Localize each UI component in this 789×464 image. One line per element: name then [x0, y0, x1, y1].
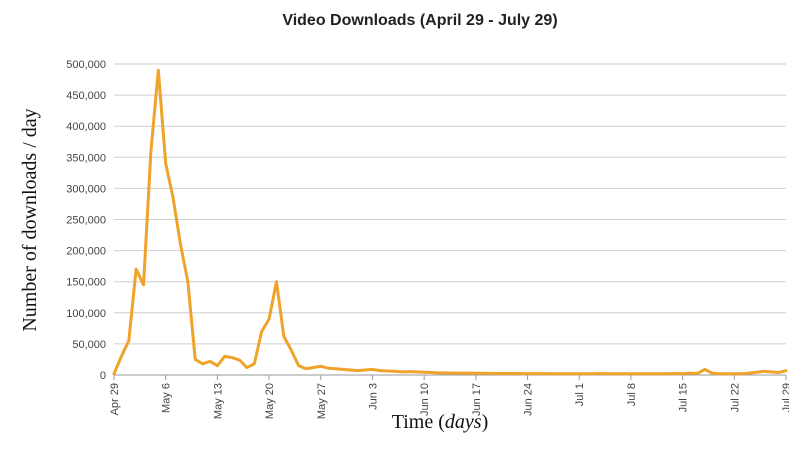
y-tick-label: 450,000 — [66, 90, 106, 102]
x-axis-label-unit: days — [445, 411, 482, 433]
x-tick-label: May 13 — [212, 383, 224, 419]
x-tick-label: Jul 22 — [729, 383, 741, 412]
chart-title: Video Downloads (April 29 - July 29) — [282, 12, 557, 29]
x-tick-label: Jul 29 — [781, 383, 789, 412]
y-tick-label: 350,000 — [66, 152, 106, 164]
y-axis-label: Number of downloads / day — [19, 108, 41, 331]
x-tick-label: Jun 3 — [367, 383, 379, 410]
series-line — [112, 68, 788, 376]
x-axis-ticks: Apr 29 May 6 May 13 May 20 May 27 Jun 3 Jun 10… — [109, 375, 789, 419]
x-tick-label: Jun 24 — [523, 383, 535, 416]
y-tick-label: 500,000 — [66, 59, 106, 71]
x-axis-label-main: Time ( — [392, 411, 446, 433]
gridlines — [114, 63, 786, 376]
x-tick-label: Jul 15 — [678, 383, 690, 412]
y-tick-label: 150,000 — [66, 277, 106, 289]
x-tick-label: Jul 1 — [574, 383, 586, 406]
y-tick-label: 250,000 — [66, 215, 106, 227]
x-tick-label: Jun 17 — [471, 383, 483, 416]
x-tick-label: May 20 — [264, 383, 276, 419]
y-tick-label: 50,000 — [72, 339, 106, 351]
x-tick-label: Apr 29 — [109, 383, 121, 415]
x-tick-label: May 6 — [161, 383, 173, 413]
x-tick-label: Jun 10 — [419, 383, 431, 416]
y-tick-label: 100,000 — [66, 308, 106, 320]
x-axis-label: Time (days) — [392, 411, 489, 433]
y-tick-label: 0 — [100, 370, 106, 382]
y-tick-label: 200,000 — [66, 246, 106, 258]
y-tick-label: 300,000 — [66, 183, 106, 195]
y-axis-ticks: 0 50,000 100,000 150,000 200,000 250,000 300,0… — [66, 59, 106, 382]
x-tick-label: Jul 8 — [626, 383, 638, 406]
x-axis-label-close: ) — [482, 411, 489, 433]
x-tick-label: May 27 — [316, 383, 328, 419]
y-tick-label: 400,000 — [66, 121, 106, 133]
